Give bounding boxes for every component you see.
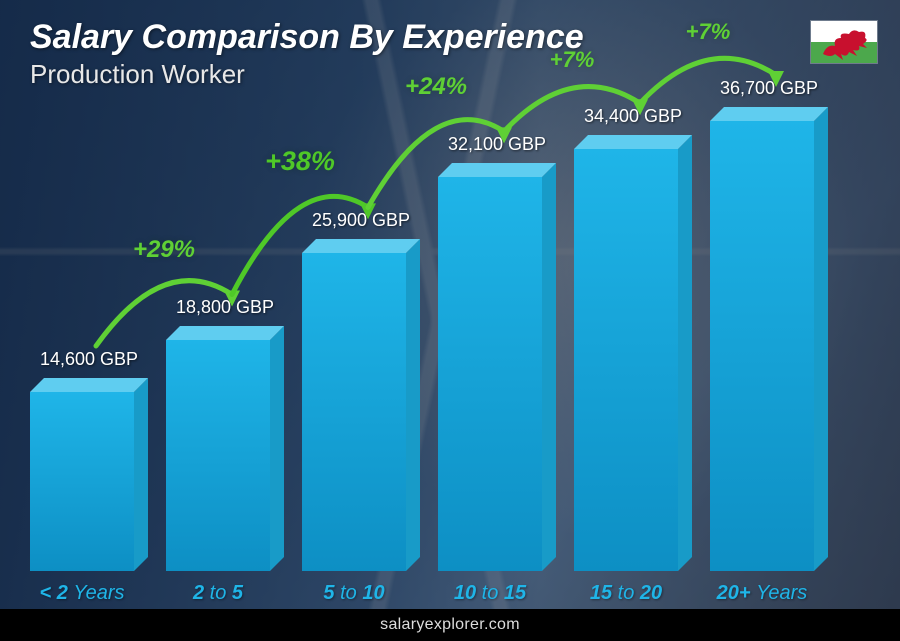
category-label: < 2 Years	[39, 582, 124, 605]
bar-chart: 14,600 GBP< 2 Years18,800 GBP2 to 525,90…	[30, 101, 850, 571]
flag-wales	[810, 20, 878, 64]
title-block: Salary Comparison By Experience Producti…	[30, 18, 584, 90]
footer-text: salaryexplorer.com	[380, 616, 520, 634]
page-subtitle: Production Worker	[30, 59, 584, 90]
infographic-canvas: Salary Comparison By Experience Producti…	[0, 0, 900, 641]
category-label: 20+ Years	[717, 582, 808, 605]
increase-arc	[30, 101, 850, 571]
category-label: 10 to 15	[454, 582, 526, 605]
percent-increase-label: +24%	[405, 73, 467, 101]
value-label: 36,700 GBP	[720, 78, 818, 99]
footer-bar: salaryexplorer.com	[0, 609, 900, 641]
percent-increase-label: +7%	[550, 47, 595, 73]
page-title: Salary Comparison By Experience	[30, 18, 584, 57]
percent-increase-label: +7%	[686, 19, 731, 45]
category-label: 15 to 20	[590, 582, 662, 605]
flag-top-stripe	[811, 21, 877, 42]
category-label: 2 to 5	[193, 582, 243, 605]
dragon-icon	[819, 24, 871, 68]
category-label: 5 to 10	[323, 582, 384, 605]
